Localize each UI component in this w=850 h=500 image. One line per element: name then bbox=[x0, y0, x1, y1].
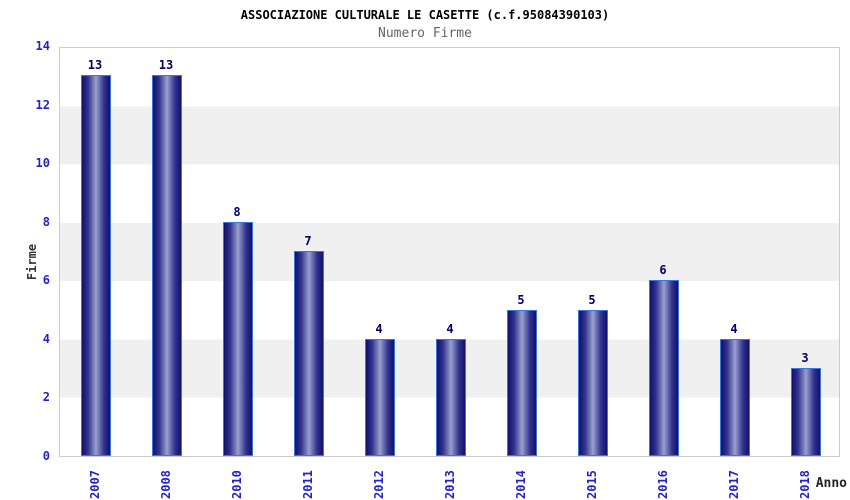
bar-value-label: 4 bbox=[446, 322, 454, 336]
x-tick-label: 2017 bbox=[727, 470, 741, 499]
y-tick-label: 2 bbox=[42, 390, 50, 404]
chart-subtitle: Numero Firme bbox=[378, 26, 472, 41]
x-tick-label: 2014 bbox=[514, 470, 528, 499]
bar-2015 bbox=[578, 310, 608, 456]
bar-value-label: 5 bbox=[588, 293, 596, 307]
bar-value-label: 4 bbox=[730, 322, 738, 336]
bar-2011 bbox=[294, 251, 324, 456]
y-axis-title: Firme bbox=[25, 243, 40, 281]
x-tick-label: 2013 bbox=[443, 470, 457, 499]
x-tick-label: 2008 bbox=[159, 470, 173, 499]
bar-value-label: 13 bbox=[87, 58, 103, 72]
bar-2012 bbox=[365, 339, 395, 456]
y-tick-label: 14 bbox=[35, 39, 50, 53]
x-tick-label: 2007 bbox=[88, 470, 102, 499]
bar-2008 bbox=[152, 75, 182, 456]
bar-2016 bbox=[649, 280, 679, 456]
bar-value-label: 4 bbox=[375, 322, 383, 336]
y-tick-label: 4 bbox=[42, 332, 50, 346]
bar-2014 bbox=[507, 310, 537, 456]
x-tick-label: 2010 bbox=[230, 470, 244, 499]
bar-2013 bbox=[436, 339, 466, 456]
bar-value-label: 6 bbox=[659, 263, 667, 277]
bar-value-label: 3 bbox=[801, 351, 809, 365]
x-tick-label: 2012 bbox=[372, 470, 386, 499]
y-tick-label: 0 bbox=[42, 449, 50, 463]
plot-area bbox=[59, 47, 840, 457]
x-tick-label: 2011 bbox=[301, 470, 315, 499]
y-tick-label: 8 bbox=[42, 215, 50, 229]
x-tick-label: 2016 bbox=[656, 470, 670, 499]
bar-value-label: 13 bbox=[158, 58, 174, 72]
bar-value-label: 5 bbox=[517, 293, 525, 307]
bar-value-label: 7 bbox=[304, 234, 312, 248]
y-tick-label: 10 bbox=[35, 156, 50, 170]
x-tick-label: 2015 bbox=[585, 470, 599, 499]
x-tick-label: 2018 bbox=[798, 470, 812, 499]
bar-2018 bbox=[791, 368, 821, 456]
bar-value-label: 8 bbox=[233, 205, 241, 219]
bar-2010 bbox=[223, 222, 253, 456]
y-tick-label: 12 bbox=[35, 98, 50, 112]
x-axis-title: Anno bbox=[815, 476, 847, 491]
bar-2017 bbox=[720, 339, 750, 456]
y-tick-label: 6 bbox=[42, 273, 50, 287]
bar-2007 bbox=[81, 75, 111, 456]
chart-title: ASSOCIAZIONE CULTURALE LE CASETTE (c.f.9… bbox=[240, 8, 610, 22]
